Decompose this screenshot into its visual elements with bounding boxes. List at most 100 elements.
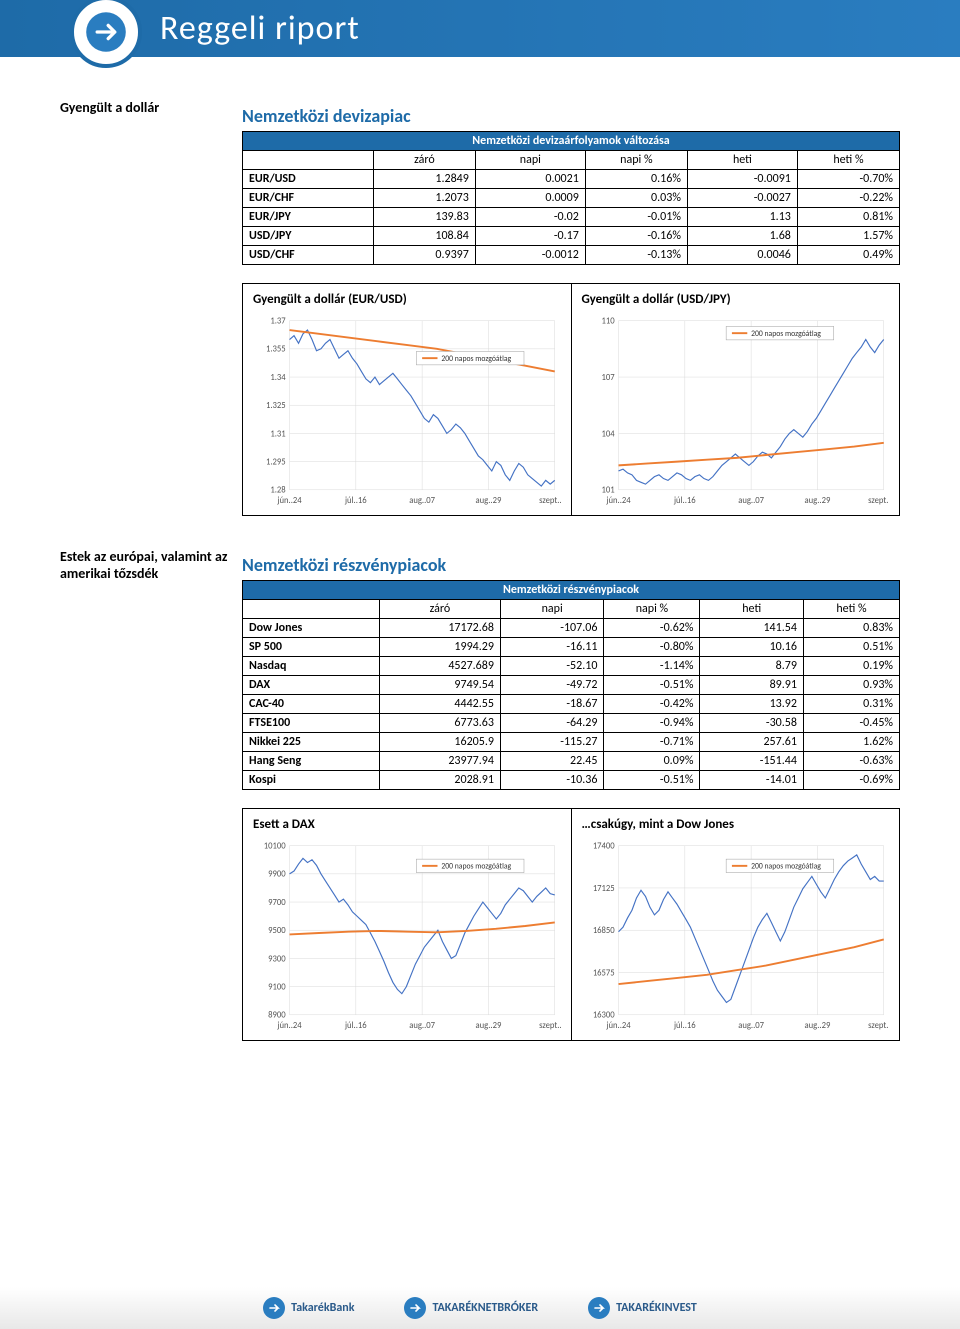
- svg-text:16850: 16850: [592, 926, 614, 936]
- svg-text:1.34: 1.34: [270, 373, 286, 383]
- svg-text:1.295: 1.295: [266, 457, 286, 467]
- table-col-header: napi %: [604, 600, 700, 619]
- svg-text:9900: 9900: [268, 870, 286, 880]
- svg-text:szept..20: szept..20: [868, 1021, 889, 1031]
- svg-text:szept..20: szept..20: [539, 496, 560, 506]
- svg-text:aug..29: aug..29: [476, 496, 502, 506]
- svg-text:jún..24: jún..24: [276, 1021, 302, 1031]
- svg-text:aug..29: aug..29: [804, 496, 830, 506]
- table-col-header: heti %: [797, 151, 899, 170]
- svg-text:júl..16: júl..16: [672, 1021, 695, 1031]
- fx-table: Nemzetközi devizaárfolyamok változása zá…: [242, 131, 900, 265]
- table-col-header: záró: [379, 600, 500, 619]
- svg-text:200 napos mozgóátlag: 200 napos mozgóátlag: [751, 863, 821, 872]
- footer-brand-2: TAKARÉKNETBRÓKER: [404, 1297, 538, 1319]
- svg-text:9300: 9300: [268, 954, 286, 964]
- svg-text:101: 101: [601, 486, 614, 496]
- svg-text:jún..24: jún..24: [605, 1021, 631, 1031]
- svg-text:szept..20: szept..20: [868, 496, 889, 506]
- table-col-header: [243, 600, 380, 619]
- svg-text:aug..29: aug..29: [804, 1021, 830, 1031]
- svg-text:200 napos mozgóátlag: 200 napos mozgóátlag: [441, 863, 511, 872]
- svg-text:17400: 17400: [592, 842, 614, 852]
- table-row: EUR/JPY139.83-0.02-0.01%1.130.81%: [243, 208, 900, 227]
- eq-chart1-title: Esett a DAX: [253, 817, 561, 832]
- svg-text:104: 104: [601, 429, 615, 439]
- eq-section-title: Nemzetközi részvénypiacok: [242, 554, 900, 576]
- fx-chart-usdjpy: Gyengült a dollár (USD/JPY) 110 107 104 101…: [571, 284, 900, 515]
- table-col-header: napi %: [585, 151, 687, 170]
- svg-text:107: 107: [601, 373, 615, 383]
- svg-text:9100: 9100: [268, 982, 286, 992]
- table-col-header: napi: [500, 600, 603, 619]
- svg-text:1.37: 1.37: [270, 317, 286, 327]
- svg-text:jún..24: jún..24: [276, 496, 302, 506]
- arrow-icon: [404, 1297, 426, 1319]
- fx-charts-row: Gyengült a dollár (EUR/USD) 1.37 1.355 1.3…: [242, 283, 900, 516]
- table-col-header: heti: [700, 600, 803, 619]
- footer-brand-3: TAKARÉKINVEST: [588, 1297, 697, 1319]
- table-row: Hang Seng23977.9422.450.09%-151.44-0.63%: [243, 752, 900, 771]
- svg-text:júl..16: júl..16: [672, 496, 695, 506]
- svg-text:aug..29: aug..29: [476, 1021, 502, 1031]
- svg-text:8900: 8900: [268, 1011, 286, 1021]
- eq-chart-dax: Esett a DAX 10100 9900 9700 9500 9300 9100 890…: [243, 809, 571, 1040]
- table-col-header: [243, 151, 374, 170]
- table-row: EUR/USD1.28490.00210.16%-0.0091-0.70%: [243, 170, 900, 189]
- svg-text:9500: 9500: [268, 926, 286, 936]
- svg-text:szept..20: szept..20: [539, 1021, 560, 1031]
- svg-text:110: 110: [601, 317, 615, 327]
- arrow-icon: [263, 1297, 285, 1319]
- svg-text:aug..07: aug..07: [738, 1021, 764, 1031]
- svg-text:jún..24: jún..24: [605, 496, 631, 506]
- svg-text:9700: 9700: [268, 898, 286, 908]
- table-row: Nasdaq4527.689-52.10-1.14%8.790.19%: [243, 657, 900, 676]
- svg-text:júl..16: júl..16: [344, 1021, 367, 1031]
- svg-text:1.28: 1.28: [270, 486, 286, 496]
- svg-text:aug..07: aug..07: [738, 496, 764, 506]
- svg-text:200 napos mozgóátlag: 200 napos mozgóátlag: [441, 355, 511, 364]
- table-row: DAX9749.54-49.72-0.51%89.910.93%: [243, 676, 900, 695]
- table-col-header: heti: [687, 151, 797, 170]
- eq-side-label: Estek az európai, valamint az amerikai t…: [60, 546, 230, 582]
- fx-section-title: Nemzetközi devizapiac: [242, 105, 900, 127]
- table-row: EUR/CHF1.20730.00090.03%-0.0027-0.22%: [243, 189, 900, 208]
- eq-charts-row: Esett a DAX 10100 9900 9700 9500 9300 9100 890…: [242, 808, 900, 1041]
- svg-text:aug..07: aug..07: [409, 496, 435, 506]
- footer-brand-1: TakarékBank: [263, 1297, 354, 1319]
- svg-text:aug..07: aug..07: [409, 1021, 435, 1031]
- eq-table: Nemzetközi részvénypiacok zárónapinapi %…: [242, 580, 900, 790]
- svg-text:10100: 10100: [264, 842, 286, 852]
- footer: TakarékBank TAKARÉKNETBRÓKER TAKARÉKINVE…: [0, 1287, 960, 1329]
- table-row: SP 5001994.29-16.11-0.80%10.160.51%: [243, 638, 900, 657]
- table-row: FTSE1006773.63-64.29-0.94%-30.58-0.45%: [243, 714, 900, 733]
- arrow-icon: [588, 1297, 610, 1319]
- svg-text:1.325: 1.325: [266, 401, 286, 411]
- table-row: Dow Jones17172.68-107.06-0.62%141.540.83…: [243, 619, 900, 638]
- eq-chart2-title: …csakúgy, mint a Dow Jones: [582, 817, 890, 832]
- table-row: Kospi2028.91-10.36-0.51%-14.01-0.69%: [243, 771, 900, 790]
- table-col-header: záró: [373, 151, 475, 170]
- eq-table-title: Nemzetközi részvénypiacok: [243, 581, 900, 600]
- svg-text:1.355: 1.355: [266, 345, 286, 355]
- fx-table-title: Nemzetközi devizaárfolyamok változása: [243, 132, 900, 151]
- header-title: Reggeli riport: [160, 8, 360, 49]
- header-banner: Reggeli riport: [0, 0, 960, 57]
- svg-text:16300: 16300: [592, 1011, 614, 1021]
- svg-text:1.31: 1.31: [270, 429, 285, 439]
- fx-table-header-row: zárónapinapi %hetiheti %: [243, 151, 900, 170]
- eq-table-header-row: zárónapinapi %hetiheti %: [243, 600, 900, 619]
- table-row: USD/JPY108.84-0.17-0.16%1.681.57%: [243, 227, 900, 246]
- table-col-header: heti %: [803, 600, 899, 619]
- table-col-header: napi: [475, 151, 585, 170]
- table-row: Nikkei 22516205.9-115.27-0.71%257.611.62…: [243, 733, 900, 752]
- eq-chart-dow: …csakúgy, mint a Dow Jones 17400 17125 168…: [571, 809, 900, 1040]
- svg-text:16575: 16575: [592, 968, 614, 978]
- fx-chart1-title: Gyengült a dollár (EUR/USD): [253, 292, 561, 307]
- fx-side-label: Gyengült a dollár: [60, 97, 230, 116]
- svg-text:17125: 17125: [592, 884, 614, 894]
- table-row: CAC-404442.55-18.67-0.42%13.920.31%: [243, 695, 900, 714]
- fx-chart2-title: Gyengült a dollár (USD/JPY): [582, 292, 890, 307]
- table-row: USD/CHF0.9397-0.0012-0.13%0.00460.49%: [243, 246, 900, 265]
- svg-text:200 napos mozgóátlag: 200 napos mozgóátlag: [751, 330, 821, 339]
